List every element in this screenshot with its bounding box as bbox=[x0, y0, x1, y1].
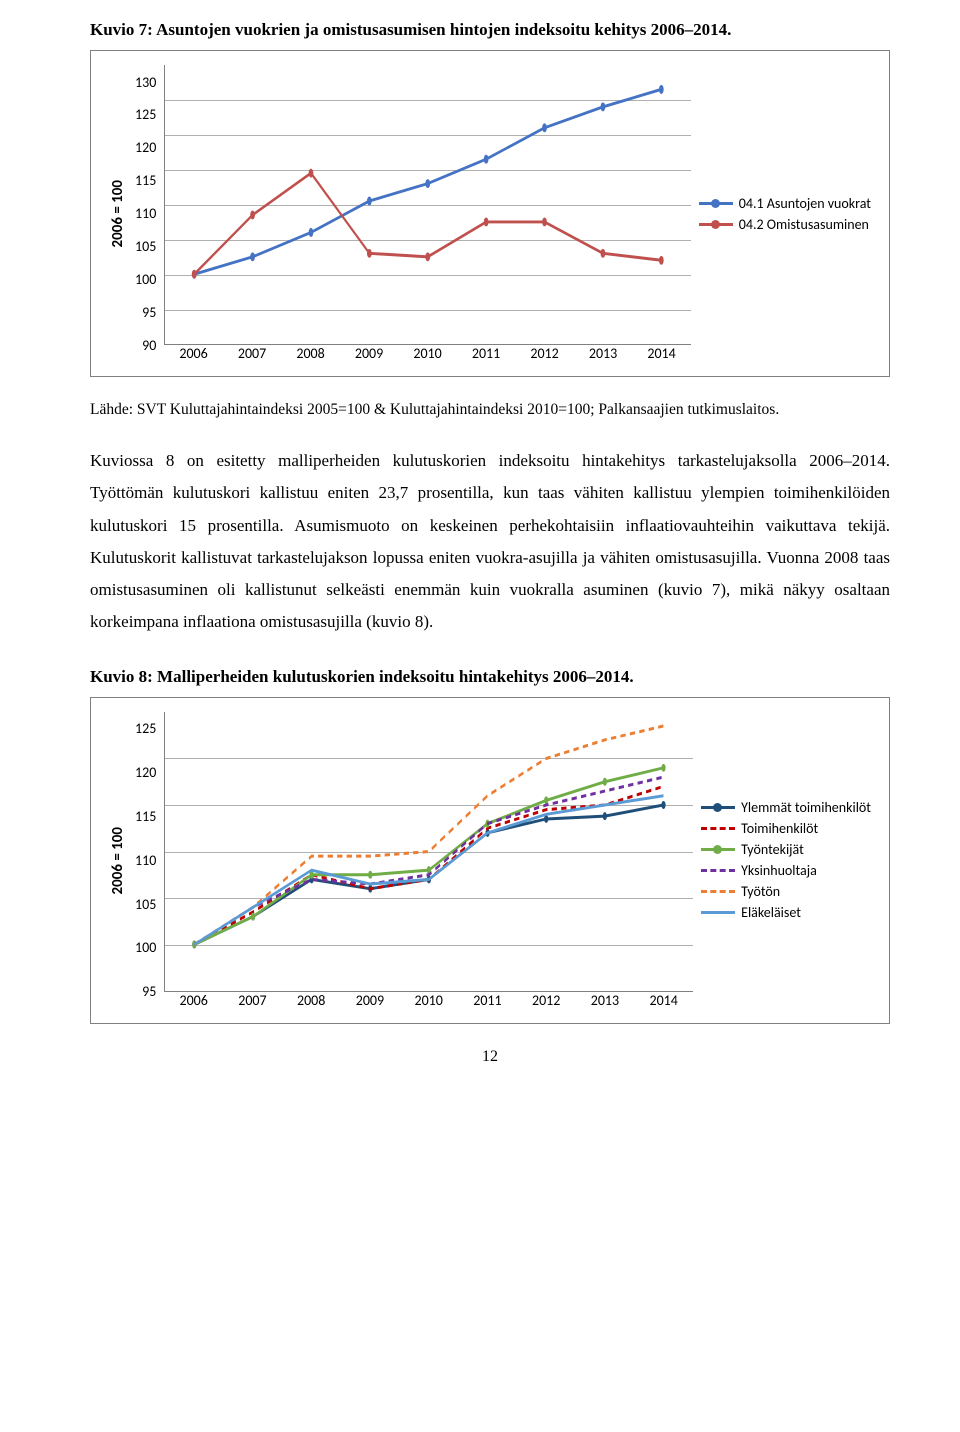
x-tick-label: 2009 bbox=[340, 345, 399, 362]
legend-item: Yksinhuoltaja bbox=[701, 862, 871, 879]
figure1-y-axis-title: 2006 = 100 bbox=[109, 180, 127, 247]
x-tick-label: 2008 bbox=[282, 992, 341, 1009]
x-tick-label: 2006 bbox=[164, 345, 223, 362]
x-tick-label: 2014 bbox=[632, 345, 691, 362]
x-tick-label: 2007 bbox=[223, 345, 282, 362]
legend-label: Työtön bbox=[741, 883, 780, 900]
figure1-plot bbox=[164, 65, 691, 345]
figure2-y-axis-title: 2006 = 100 bbox=[109, 827, 127, 894]
legend-label: Yksinhuoltaja bbox=[741, 862, 817, 879]
y-tick-label: 105 bbox=[135, 896, 156, 913]
y-tick-label: 95 bbox=[135, 983, 156, 1000]
legend-label: Toimihenkilöt bbox=[741, 820, 818, 837]
x-tick-label: 2011 bbox=[458, 992, 517, 1009]
legend-item: Työtön bbox=[701, 883, 871, 900]
y-tick-label: 90 bbox=[135, 337, 156, 354]
y-tick-label: 130 bbox=[135, 74, 156, 91]
page-number: 12 bbox=[90, 1048, 890, 1066]
y-tick-label: 120 bbox=[135, 139, 156, 156]
figure2-x-labels: 200620072008200920102011201220132014 bbox=[164, 992, 693, 1009]
legend-label: Työntekijät bbox=[741, 841, 804, 858]
x-tick-label: 2013 bbox=[574, 345, 633, 362]
legend-item: Eläkeläiset bbox=[701, 904, 871, 921]
x-tick-label: 2012 bbox=[515, 345, 574, 362]
legend-label: 04.2 Omistusasuminen bbox=[739, 216, 869, 233]
x-tick-label: 2006 bbox=[164, 992, 223, 1009]
figure1-legend: 04.1 Asuntojen vuokrat 04.2 Omistusasumin… bbox=[699, 191, 871, 237]
y-tick-label: 125 bbox=[135, 106, 156, 123]
y-tick-label: 105 bbox=[135, 238, 156, 255]
figure2-plot bbox=[164, 712, 693, 992]
figure2-title: Kuvio 8: Malliperheiden kulutuskorien in… bbox=[90, 667, 890, 687]
legend-label: Eläkeläiset bbox=[741, 904, 801, 921]
legend-label: 04.1 Asuntojen vuokrat bbox=[739, 195, 871, 212]
y-tick-label: 95 bbox=[135, 304, 156, 321]
y-tick-label: 115 bbox=[135, 808, 156, 825]
y-tick-label: 110 bbox=[135, 205, 156, 222]
y-tick-label: 110 bbox=[135, 852, 156, 869]
legend-item: Toimihenkilöt bbox=[701, 820, 871, 837]
figure1-source: Lähde: SVT Kuluttajahintaindeksi 2005=10… bbox=[90, 401, 890, 419]
legend-item: 04.1 Asuntojen vuokrat bbox=[699, 195, 871, 212]
y-tick-label: 120 bbox=[135, 764, 156, 781]
x-tick-label: 2012 bbox=[517, 992, 576, 1009]
x-tick-label: 2007 bbox=[223, 992, 282, 1009]
x-tick-label: 2008 bbox=[281, 345, 340, 362]
y-tick-label: 125 bbox=[135, 720, 156, 737]
legend-label: Ylemmät toimihenkilöt bbox=[741, 799, 871, 816]
body-paragraph: Kuviossa 8 on esitetty malliperheiden ku… bbox=[90, 445, 890, 639]
figure2-y-labels: 125 120 115 110 105 100 95 bbox=[135, 720, 156, 1000]
x-tick-label: 2014 bbox=[634, 992, 693, 1009]
figure1-y-labels: 130 125 120 115 110 105 100 95 90 bbox=[135, 74, 156, 354]
legend-item: Ylemmät toimihenkilöt bbox=[701, 799, 871, 816]
figure2-legend: Ylemmät toimihenkilöt Toimihenkilöt Työnte… bbox=[701, 795, 871, 925]
x-tick-label: 2013 bbox=[576, 992, 635, 1009]
y-tick-label: 100 bbox=[135, 271, 156, 288]
y-tick-label: 100 bbox=[135, 939, 156, 956]
legend-item: 04.2 Omistusasuminen bbox=[699, 216, 871, 233]
y-tick-label: 115 bbox=[135, 172, 156, 189]
x-tick-label: 2009 bbox=[341, 992, 400, 1009]
figure2-chart: 2006 = 100 125 120 115 110 105 100 95 20062007… bbox=[90, 697, 890, 1024]
figure1-x-labels: 200620072008200920102011201220132014 bbox=[164, 345, 691, 362]
x-tick-label: 2010 bbox=[399, 992, 458, 1009]
x-tick-label: 2011 bbox=[457, 345, 516, 362]
legend-item: Työntekijät bbox=[701, 841, 871, 858]
figure1-chart: 2006 = 100 130 125 120 115 110 105 100 95 90 200… bbox=[90, 50, 890, 377]
figure1-title: Kuvio 7: Asuntojen vuokrien ja omistusas… bbox=[90, 20, 890, 40]
x-tick-label: 2010 bbox=[398, 345, 457, 362]
